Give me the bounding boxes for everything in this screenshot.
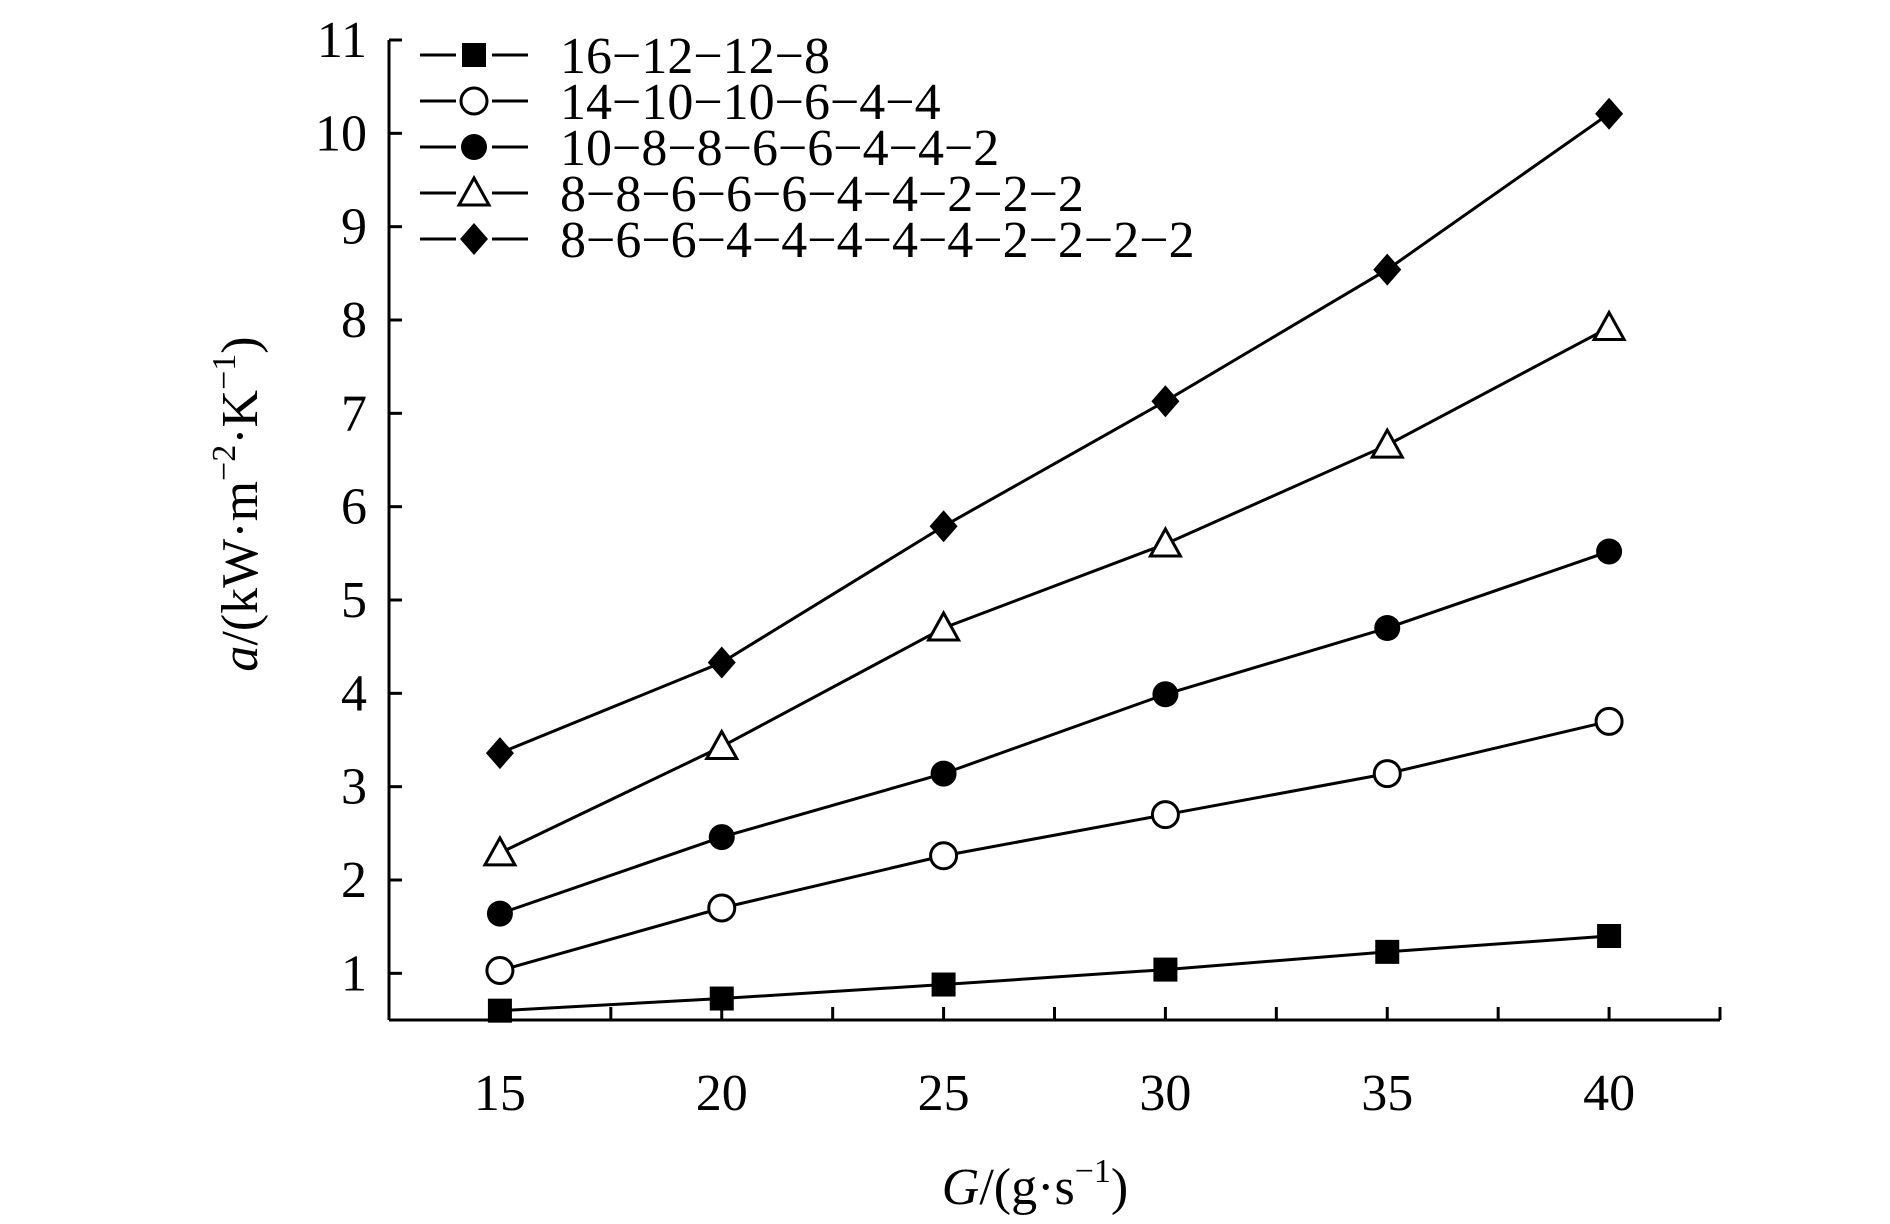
legend-item: 8−6−6−4−4−4−4−4−2−2−2−2 — [420, 212, 1195, 269]
legend-item: 8−8−6−6−6−4−4−2−2−2 — [420, 166, 1084, 223]
series-layer — [482, 97, 1627, 1023]
data-point — [929, 841, 959, 871]
data-point — [1591, 309, 1627, 341]
x-tick-label: 30 — [1139, 1065, 1191, 1122]
y-tick-label: 1 — [341, 945, 367, 1002]
y-tick-label: 10 — [315, 105, 367, 162]
data-point — [1147, 525, 1183, 558]
x-tick-label: 35 — [1361, 1065, 1413, 1122]
legend-marker — [459, 86, 489, 116]
data-point — [485, 956, 515, 986]
legend-marker — [462, 43, 486, 67]
legend-label: 8−6−6−4−4−4−4−4−2−2−2−2 — [560, 212, 1195, 269]
series-line — [499, 112, 1610, 755]
data-point — [707, 646, 736, 679]
series-2 — [485, 706, 1624, 986]
x-tick-label: 40 — [1583, 1065, 1635, 1122]
data-point — [1369, 426, 1405, 459]
legend-label: 10−8−8−6−6−4−4−2 — [560, 120, 999, 177]
series-line — [499, 719, 1610, 972]
y-tick-label: 6 — [341, 479, 367, 536]
series-3 — [486, 538, 1623, 927]
data-point — [1150, 800, 1180, 830]
x-axis-title: G/(g·s−1) — [942, 1153, 1128, 1216]
y-tick-label: 2 — [341, 852, 367, 909]
series-line — [499, 550, 1610, 916]
axis-titles: G/(g·s−1) a/(kW·m−2·K−1) — [206, 336, 1128, 1216]
legend: 16−12−12−814−10−10−6−4−410−8−8−6−6−4−4−2… — [420, 28, 1195, 269]
data-point — [1372, 759, 1402, 789]
data-point — [930, 760, 957, 787]
series-line — [499, 326, 1610, 855]
data-point — [1597, 924, 1622, 948]
axes: 1 2 3 4 5 6 7 8 9 10 11 15 20 25 30 35 40 — [315, 12, 1722, 1122]
data-point — [709, 986, 734, 1011]
data-point — [1596, 538, 1623, 565]
legend-item: 16−12−12−8 — [420, 28, 830, 85]
legend-item: 10−8−8−6−6−4−4−2 — [420, 120, 999, 177]
y-axis-title: a/(kW·m−2·K−1) — [206, 336, 269, 671]
x-tick-label: 25 — [918, 1065, 970, 1122]
data-point — [487, 998, 512, 1023]
data-point — [485, 737, 514, 770]
data-point — [482, 834, 518, 867]
data-point — [486, 900, 513, 927]
data-point — [1151, 385, 1180, 418]
x-tick-label: 15 — [474, 1065, 526, 1122]
legend-marker — [461, 134, 487, 160]
data-point — [1152, 681, 1179, 708]
legend-marker — [456, 174, 492, 207]
data-point — [1595, 97, 1624, 130]
y-tick-label: 3 — [341, 759, 367, 816]
data-point — [1153, 957, 1178, 982]
legend-label: 14−10−10−6−4−4 — [560, 74, 941, 131]
legend-label: 16−12−12−8 — [560, 28, 830, 85]
y-tick-label: 7 — [341, 385, 367, 442]
legend-item: 14−10−10−6−4−4 — [420, 74, 941, 131]
data-point — [707, 893, 737, 923]
data-point — [1594, 706, 1624, 736]
data-point — [926, 609, 962, 642]
data-point — [1373, 253, 1402, 286]
data-point — [1375, 939, 1400, 964]
data-point — [704, 728, 740, 761]
data-point — [1374, 615, 1401, 641]
data-point — [929, 510, 958, 543]
y-tick-label: 8 — [341, 292, 367, 349]
legend-label: 8−8−6−6−6−4−4−2−2−2 — [560, 166, 1084, 223]
y-tick-label: 9 — [341, 199, 367, 256]
y-tick-label: 11 — [317, 12, 367, 69]
x-tick-label: 20 — [696, 1065, 748, 1122]
y-tick-label: 4 — [341, 665, 367, 722]
y-tick-label: 5 — [341, 572, 367, 629]
legend-marker — [460, 223, 488, 255]
data-point — [708, 824, 735, 851]
series-4 — [482, 309, 1627, 867]
series-line — [499, 934, 1610, 1013]
series-1 — [487, 924, 1622, 1023]
data-point — [931, 972, 956, 997]
series-5 — [485, 97, 1624, 770]
